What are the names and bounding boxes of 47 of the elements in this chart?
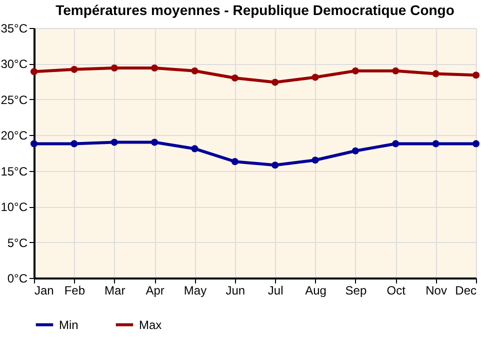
x-tick-label: Jun	[226, 284, 246, 298]
point	[432, 140, 440, 148]
x-tick-label: Oct	[386, 284, 406, 298]
legend-label: Min	[59, 318, 78, 332]
point	[30, 140, 38, 148]
x-tick-label: Dec	[455, 284, 476, 298]
chart-title: Températures moyennes - Republique Democratique Congo	[56, 2, 454, 18]
x-tick-label: Aug	[305, 284, 326, 298]
x-tick-label: Apr	[146, 284, 164, 298]
point	[272, 162, 279, 169]
point	[272, 78, 279, 86]
point	[70, 140, 78, 148]
x-tick-label: Sep	[345, 284, 367, 298]
y-tick-label: 10°C	[0, 200, 28, 214]
point	[191, 145, 198, 152]
point	[392, 67, 400, 74]
point	[191, 67, 198, 74]
point	[151, 64, 158, 72]
y-tick-label: 15°C	[0, 164, 28, 178]
x-tick-label: Feb	[64, 284, 86, 298]
point	[352, 67, 359, 74]
y-tick-label: 35°C	[0, 22, 28, 36]
x-tick-label: Nov	[426, 284, 447, 298]
point	[30, 68, 38, 76]
point	[110, 64, 118, 72]
legend-label: Max	[139, 318, 162, 332]
x-tick-label: Jul	[268, 284, 284, 298]
point	[151, 138, 158, 146]
point	[231, 158, 238, 166]
point	[312, 156, 319, 164]
y-tick-label: 20°C	[0, 128, 28, 143]
point	[312, 74, 319, 81]
x-tick-label: May	[184, 284, 207, 298]
point	[392, 140, 400, 148]
point	[472, 72, 480, 79]
point	[352, 147, 359, 154]
x-tick-label: Mar	[104, 284, 126, 298]
y-tick-label: 25°C	[0, 92, 28, 107]
x-tick-label: Jan	[34, 284, 54, 298]
point	[231, 74, 238, 82]
y-tick-label: 5°C	[7, 236, 28, 250]
y-tick-label: 30°C	[0, 57, 28, 72]
point	[70, 66, 78, 73]
y-tick-label: 0°C	[7, 272, 28, 286]
point	[472, 140, 480, 148]
point	[110, 138, 118, 146]
point	[432, 70, 440, 78]
